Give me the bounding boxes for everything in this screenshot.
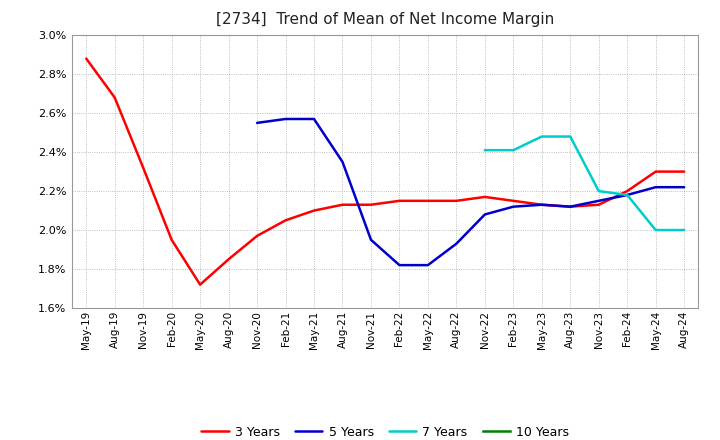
3 Years [423, 198, 432, 203]
5 Years [623, 192, 631, 198]
3 Years [310, 208, 318, 213]
7 Years [623, 192, 631, 198]
5 Years [253, 120, 261, 125]
7 Years [595, 188, 603, 194]
7 Years [537, 134, 546, 139]
3 Years [366, 202, 375, 207]
5 Years [680, 184, 688, 190]
Line: 5 Years: 5 Years [257, 119, 684, 265]
5 Years [537, 202, 546, 207]
3 Years [139, 165, 148, 170]
7 Years [566, 134, 575, 139]
7 Years [509, 147, 518, 153]
Title: [2734]  Trend of Mean of Net Income Margin: [2734] Trend of Mean of Net Income Margi… [216, 12, 554, 27]
5 Years [452, 241, 461, 246]
5 Years [480, 212, 489, 217]
5 Years [595, 198, 603, 203]
3 Years [509, 198, 518, 203]
3 Years [395, 198, 404, 203]
5 Years [566, 204, 575, 209]
7 Years [480, 147, 489, 153]
7 Years [680, 227, 688, 233]
5 Years [338, 159, 347, 165]
3 Years [480, 194, 489, 200]
3 Years [652, 169, 660, 174]
3 Years [110, 95, 119, 100]
5 Years [310, 116, 318, 121]
3 Years [196, 282, 204, 287]
Legend: 3 Years, 5 Years, 7 Years, 10 Years: 3 Years, 5 Years, 7 Years, 10 Years [196, 421, 575, 440]
3 Years [167, 237, 176, 242]
3 Years [338, 202, 347, 207]
3 Years [566, 204, 575, 209]
3 Years [452, 198, 461, 203]
3 Years [595, 202, 603, 207]
Line: 7 Years: 7 Years [485, 136, 684, 230]
3 Years [282, 218, 290, 223]
3 Years [680, 169, 688, 174]
5 Years [395, 263, 404, 268]
3 Years [225, 257, 233, 262]
3 Years [623, 188, 631, 194]
5 Years [423, 263, 432, 268]
5 Years [282, 116, 290, 121]
3 Years [537, 202, 546, 207]
5 Years [509, 204, 518, 209]
Line: 3 Years: 3 Years [86, 59, 684, 285]
3 Years [253, 233, 261, 238]
5 Years [652, 184, 660, 190]
5 Years [366, 237, 375, 242]
7 Years [652, 227, 660, 233]
3 Years [82, 56, 91, 61]
